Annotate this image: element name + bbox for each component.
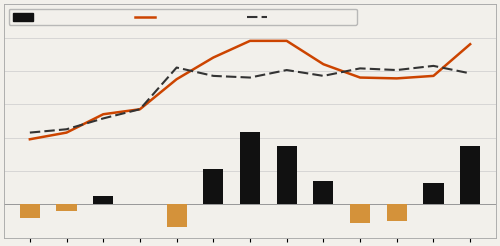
Bar: [203, 169, 224, 204]
Legend: 분양가-매매가 격차, 3,3㎡당 분양가, 3,3㎡당 매매가: 분양가-매매가 격차, 3,3㎡당 분양가, 3,3㎡당 매매가: [8, 9, 358, 25]
Bar: [424, 183, 444, 204]
Bar: [350, 204, 370, 223]
Bar: [166, 204, 186, 227]
Bar: [314, 181, 334, 204]
Bar: [460, 146, 480, 204]
Bar: [20, 204, 40, 218]
Bar: [386, 204, 407, 221]
Bar: [56, 204, 76, 211]
Bar: [93, 196, 114, 204]
Bar: [276, 146, 297, 204]
Bar: [240, 132, 260, 204]
